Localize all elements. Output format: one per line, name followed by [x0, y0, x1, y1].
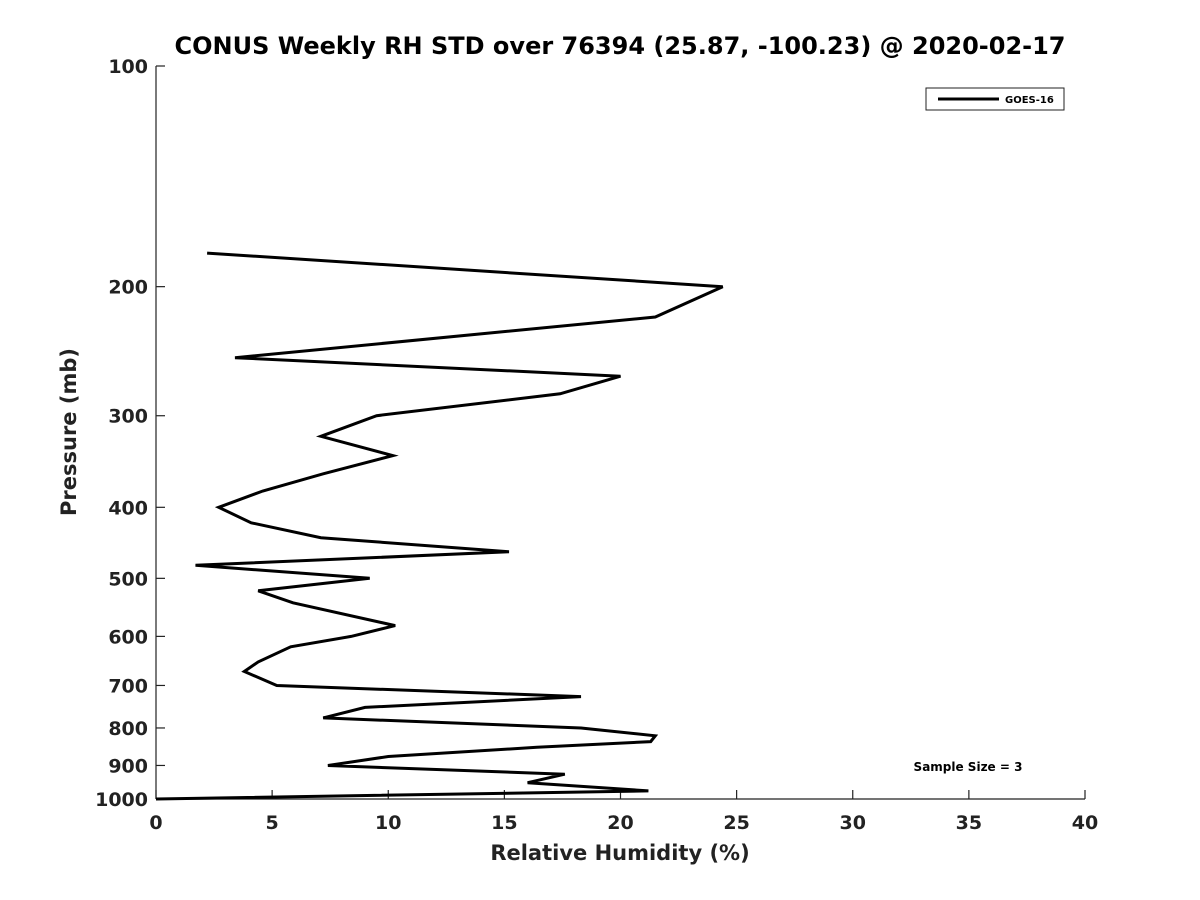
y-tick-label: 600: [108, 626, 148, 648]
plot-area: [155, 66, 1085, 800]
y-axis-label: Pressure (mb): [57, 348, 81, 516]
x-tick-label: 35: [956, 812, 982, 834]
sample-size-annotation: Sample Size = 3: [914, 760, 1023, 774]
x-tick-label: 20: [607, 812, 633, 834]
x-tick-label: 15: [491, 812, 517, 834]
x-tick-label: 0: [149, 812, 162, 834]
x-tick-label: 10: [375, 812, 401, 834]
y-tick-label: 700: [108, 675, 148, 697]
x-tick-label: 40: [1072, 812, 1098, 834]
y-tick-label: 300: [108, 406, 148, 428]
y-tick-label: 900: [108, 755, 148, 777]
y-tick-label: 100: [108, 56, 148, 78]
x-tick-label: 30: [840, 812, 866, 834]
y-tick-label: 200: [108, 277, 148, 299]
x-tick-label: 5: [266, 812, 279, 834]
y-tick-label: 1000: [95, 789, 148, 811]
y-ticks: 100 200 300 400 500 600 700 800 900 1000: [95, 56, 165, 811]
chart-title: CONUS Weekly RH STD over 76394 (25.87, -…: [174, 32, 1065, 60]
legend-label-goes-16: GOES-16: [1005, 95, 1054, 106]
series-layer: [155, 251, 724, 801]
y-tick-label: 500: [108, 568, 148, 590]
series-line-goes-16: [155, 251, 724, 801]
x-tick-label: 25: [723, 812, 749, 834]
legend: GOES-16: [925, 87, 1065, 111]
y-tick-label: 400: [108, 497, 148, 519]
x-ticks: 0 5 10 15 20 25 30 35 40: [149, 790, 1098, 834]
y-tick-label: 800: [108, 718, 148, 740]
x-axis-label: Relative Humidity (%): [490, 841, 749, 865]
